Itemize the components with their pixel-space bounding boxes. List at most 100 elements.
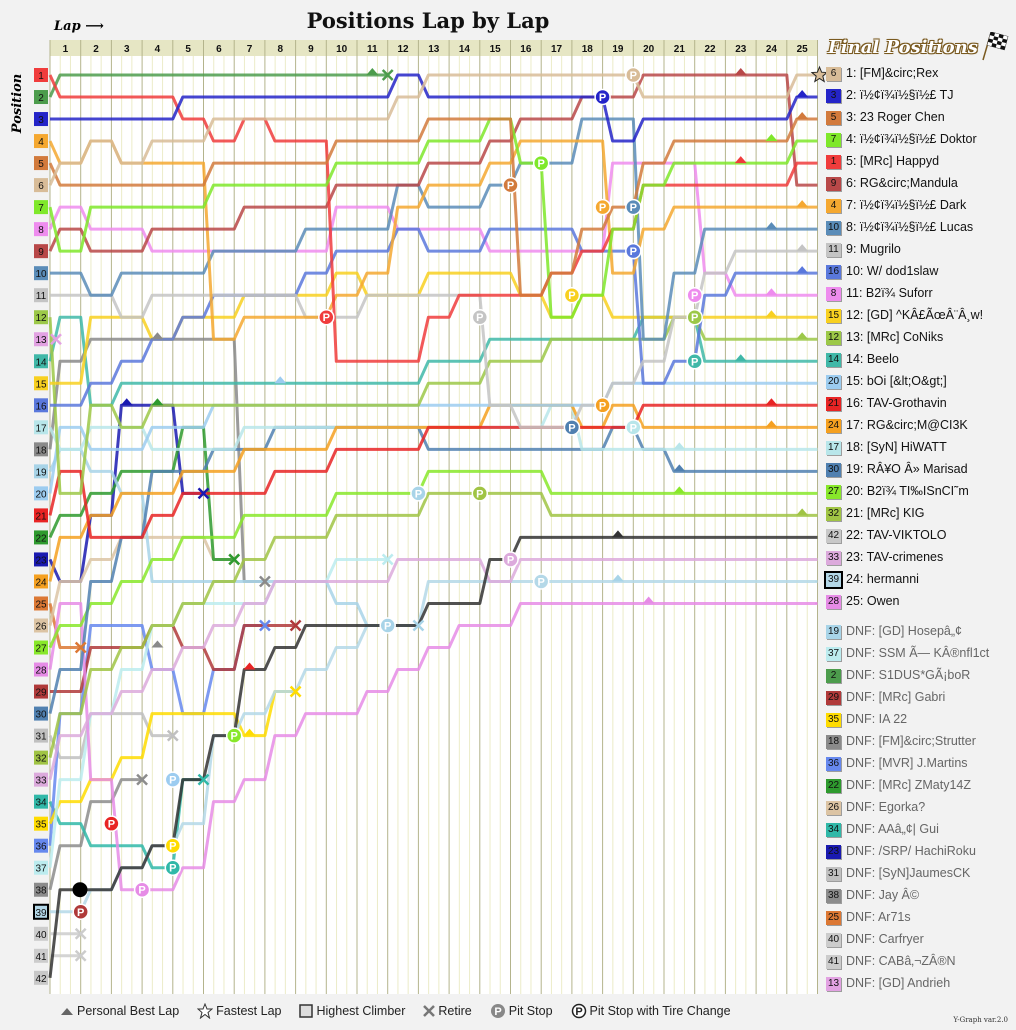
legend-entry: 11 9: Mugrilo [826, 242, 901, 257]
start-label-box [34, 706, 48, 721]
legend-start-box: 23 [826, 844, 841, 859]
lap-tick-label: 25 [797, 44, 809, 55]
pit-stop-letter: P [691, 356, 698, 368]
legend-entry: 6 1: [FM]&circ;Rex [826, 66, 938, 81]
legend-driver-name: 3: 23 Roger Chen [846, 110, 945, 125]
driver-line-10 [50, 117, 818, 341]
personal-best-icon [611, 574, 624, 582]
legend-entry: 19 DNF: [GD] Hosepâ„¢ [826, 624, 962, 639]
start-label-box [34, 200, 48, 215]
x-axis-label: Lap ⟶ [54, 19, 104, 34]
driver-line-30 [48, 425, 818, 714]
legend-start-box: 36 [826, 756, 841, 771]
personal-best-icon [796, 90, 809, 98]
pit-stop-icon [686, 353, 703, 370]
pit-stop-icon [410, 485, 427, 502]
start-label-number: 28 [35, 666, 47, 677]
personal-best-icon [673, 464, 686, 472]
lap-tick-label: 12 [397, 44, 409, 55]
start-label-box [34, 222, 48, 237]
retire-icon [136, 773, 148, 786]
legend-start-box: 40 [826, 932, 841, 947]
pit-stop-icon [318, 308, 335, 326]
start-label-box [34, 750, 48, 765]
pit-stop-icon [625, 66, 642, 84]
start-label-box [34, 860, 48, 875]
legend-entry: 39 24: hermanni [824, 571, 919, 590]
pit-stop-letter: P [630, 70, 637, 82]
retire-icon [259, 619, 271, 632]
start-label-9: 9 [34, 244, 48, 259]
start-label-34: 34 [34, 794, 48, 809]
start-label-box [34, 794, 48, 809]
start-label-8: 8 [34, 222, 48, 237]
pit-stop-icon: P [490, 1004, 505, 1018]
start-label-38: 38 [34, 882, 48, 897]
lap-tick-label: 19 [612, 44, 624, 55]
start-label-number: 24 [35, 577, 47, 588]
lap-tick-label: 21 [674, 44, 686, 55]
legend-start-box: 4 [826, 198, 841, 213]
legend-driver-name: 15: bOi [&lt;O&gt;] [846, 374, 947, 389]
arrow-right-icon: ⟶ [85, 19, 104, 34]
personal-best-icon [765, 288, 778, 296]
legend-entry: 10 8: ï½¢ï¾ï½§ï½£ Lucas [826, 220, 973, 235]
legend-driver-name: DNF: [FM]&circ;Strutter [846, 734, 976, 748]
pit-stop-icon [225, 727, 243, 744]
start-label-11: 11 [34, 288, 48, 303]
legend-fastest-label: Fastest Lap [216, 1004, 282, 1018]
personal-best-icon [611, 530, 624, 538]
start-label-25: 25 [34, 596, 48, 611]
pit-stop-letter: P [476, 488, 483, 500]
legend-entry: 16 10: W/ dod1slaw [826, 264, 938, 279]
legend-driver-name: 23: TAV-crimenes [846, 550, 944, 565]
legend-personal-best-label: Personal Best Lap [77, 1004, 180, 1018]
legend-start-box: 11 [826, 242, 841, 257]
version-label: Y-Graph var.2.0 [953, 1016, 1008, 1024]
start-label-27: 27 [34, 640, 48, 655]
triangle-icon [61, 1008, 73, 1015]
lap-tick-label: 13 [428, 44, 440, 55]
start-label-box [34, 310, 48, 325]
start-label-box [34, 156, 48, 171]
start-label-26: 26 [34, 618, 48, 633]
pit-stop-letter: P [169, 841, 176, 853]
start-label-box [34, 926, 48, 941]
legend-pit-tire: P Pit Stop with Tire Change [571, 1003, 731, 1019]
legend-start-box: 17 [826, 441, 841, 456]
start-label-31: 31 [34, 728, 48, 743]
legend-driver-name: DNF: [SyN]JaumesCK [846, 866, 971, 880]
personal-best-icon [765, 134, 778, 142]
legend-start-box: 22 [826, 778, 841, 793]
start-label-39: 39 [33, 903, 49, 920]
start-label-1: 1 [34, 68, 48, 82]
start-label-14: 14 [34, 354, 48, 369]
retire-icon [259, 575, 271, 588]
legend-start-box: 26 [826, 800, 841, 815]
lap-tick-label: 3 [124, 44, 130, 55]
lap-header [50, 40, 818, 56]
pit-stop-letter: P [169, 775, 176, 787]
legend-entry: 42 22: TAV-VIKTOLO [826, 528, 947, 544]
start-label-number: 39 [35, 908, 47, 919]
legend-start-box: 14 [826, 352, 841, 367]
legend-start-box: 9 [826, 176, 841, 191]
driver-line-6 [48, 73, 818, 186]
legend-entry: 28 25: Owen [826, 594, 900, 610]
start-label-19: 19 [34, 464, 48, 479]
grid: 1 2 3 4 5 6 7 8 9 10 11 12 13 14 15 16 17 18 19 20 21 22 23 24 2… [49, 40, 818, 994]
start-label-number: 19 [35, 467, 47, 478]
pit-stop-icon [532, 573, 550, 590]
start-label-box [34, 398, 48, 413]
start-label-box [34, 882, 48, 897]
personal-best-icon [366, 68, 379, 75]
legend-entry: 2 DNF: S1DUS*GÃ¡boR [826, 668, 970, 683]
lap-tick-label: 4 [155, 44, 161, 55]
start-label-number: 32 [35, 754, 47, 765]
start-label-2: 2 [34, 90, 48, 105]
legend-fastest: Fastest Lap [197, 1003, 281, 1019]
legend-personal-best: Personal Best Lap [60, 1004, 179, 1018]
start-label-20: 20 [34, 486, 48, 501]
legend-driver-name: DNF: [GD] Andrieh [846, 976, 951, 990]
